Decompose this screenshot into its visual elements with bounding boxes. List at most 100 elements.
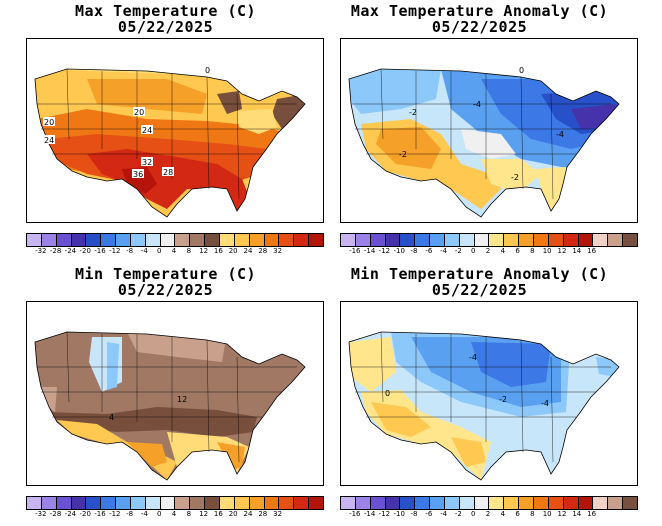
colorbar-swatch [101, 497, 117, 509]
map-label: -2 [409, 108, 417, 117]
colorbar-ticks: -32 -28 -24 -20 -16 -12 -8 -4 0 4 8 12 16 20 24 28 32 [26, 247, 322, 257]
map-label: 0 [519, 66, 524, 75]
colorbar-tick-label: -24 [64, 510, 77, 518]
colorbar-swatch [370, 234, 386, 246]
colorbar-swatch [279, 497, 295, 509]
colorbar-tick-label: 12 [199, 247, 209, 255]
map-label: -2 [399, 150, 407, 159]
colorbar-swatch [309, 497, 323, 509]
colorbar-tick-label: 28 [258, 247, 268, 255]
colorbar-swatch [279, 234, 295, 246]
colorbar-swatch [56, 234, 72, 246]
colorbar-swatch [145, 497, 161, 509]
colorbar-tick-label: -28 [49, 510, 62, 518]
colorbar-tick-label: 28 [258, 510, 268, 518]
colorbar-swatch [175, 497, 191, 509]
colorbar-swatch [504, 234, 520, 246]
map-label: -4 [541, 399, 549, 408]
colorbar-tick-label: 8 [186, 510, 192, 518]
map-label: 28 [163, 168, 173, 177]
colorbar-swatch [264, 497, 280, 509]
min-temperature-map: 12 4 [26, 301, 324, 486]
colorbar-swatch [563, 497, 579, 509]
map-label: 24 [142, 126, 152, 135]
colorbar-swatch [130, 234, 146, 246]
colorbar-tick-label: -12 [378, 510, 391, 518]
map-label: -2 [511, 173, 519, 182]
colorbar-ticks: -16 -14 -12 -10 -8 -6 -4 -2 0 2 4 6 8 10 12 14 16 [340, 247, 636, 257]
colorbar-tick-label: -6 [425, 247, 433, 255]
colorbar-tick-label: 10 [542, 510, 552, 518]
colorbar [340, 233, 638, 247]
colorbar-swatch [116, 497, 131, 509]
colorbar-tick-label: 8 [530, 510, 535, 518]
colorbar-swatch [430, 234, 445, 246]
panel-title: Min Temperature (C) [74, 265, 257, 283]
colorbar-tick-label: -8 [126, 247, 134, 255]
colorbar-tick-label: 32 [273, 510, 283, 518]
colorbar-tick-label: -16 [94, 510, 106, 518]
colorbar-swatch [608, 234, 624, 246]
colorbar-swatch [593, 497, 609, 509]
map-label: 20 [134, 108, 144, 117]
colorbar-swatch [548, 234, 564, 246]
colorbar-tick-label: 24 [243, 247, 253, 255]
colorbar-tick-label: 24 [243, 510, 253, 518]
colorbar-swatch [415, 234, 431, 246]
max-temperature-anomaly-panel: Max Temperature Anomaly (C) 05/22/2025 [314, 0, 645, 263]
colorbar-swatch [459, 497, 475, 509]
map-label: 12 [177, 395, 187, 404]
colorbar-swatch [294, 497, 310, 509]
colorbar-tick-label: 10 [542, 247, 552, 255]
colorbar-tick-label: -20 [79, 247, 91, 255]
colorbar-swatch [459, 234, 475, 246]
colorbar-tick-label: 12 [557, 247, 567, 255]
colorbar-swatch [160, 234, 176, 246]
colorbar-swatch [160, 497, 176, 509]
min-temperature-panel: Min Temperature (C) 05/22/2025 [0, 263, 331, 526]
colorbar-swatch [41, 497, 57, 509]
colorbar-swatch [341, 497, 356, 509]
colorbar-tick-label: -8 [410, 247, 418, 255]
colorbar-tick-label: -12 [109, 247, 121, 255]
colorbar-swatch [489, 497, 505, 509]
colorbar-swatch [219, 497, 235, 509]
colorbar-tick-label: 8 [530, 247, 535, 255]
colorbar-swatch [249, 234, 265, 246]
colorbar-swatch [205, 497, 220, 509]
colorbar-tick-label: 12 [199, 510, 209, 518]
colorbar-swatch [264, 234, 280, 246]
colorbar-tick-label: 0 [470, 247, 476, 255]
colorbar-swatch [578, 497, 594, 509]
colorbar-swatch [489, 234, 505, 246]
colorbar-swatch [385, 497, 401, 509]
colorbar-tick-label: 14 [572, 510, 582, 518]
colorbar-swatch [593, 234, 609, 246]
colorbar-tick-label: 0 [470, 510, 476, 518]
panel-date: 05/22/2025 [117, 281, 214, 299]
map-label: -4 [556, 130, 564, 139]
panel-date: 05/22/2025 [117, 18, 214, 36]
colorbar-swatch [86, 234, 102, 246]
colorbar [26, 233, 324, 247]
map-label: 24 [44, 136, 54, 145]
colorbar-swatch [385, 234, 401, 246]
colorbar-tick-label: 16 [213, 510, 223, 518]
colorbar-tick-label: -12 [378, 247, 391, 255]
colorbar-swatch [86, 497, 102, 509]
colorbar-tick-label: -16 [349, 247, 361, 255]
colorbar-tick-label: 6 [515, 247, 520, 255]
colorbar-swatch [190, 497, 206, 509]
colorbar-tick-label: -4 [140, 510, 148, 518]
colorbar-swatch [533, 234, 549, 246]
colorbar-tick-label: 4 [171, 510, 177, 518]
colorbar-swatch [355, 234, 371, 246]
map-label: 36 [133, 170, 143, 179]
max-temperature-anomaly-map: -2 -4 -4 -2 -2 0 [340, 38, 638, 223]
colorbar-tick-label: -16 [94, 247, 106, 255]
colorbar-tick-label: -24 [64, 247, 77, 255]
colorbar-tick-label: -28 [49, 247, 62, 255]
max-temperature-panel: Max Temperature (C) 05/22/2025 [0, 0, 331, 263]
colorbar-swatch [56, 497, 72, 509]
colorbar-swatch [623, 234, 637, 246]
